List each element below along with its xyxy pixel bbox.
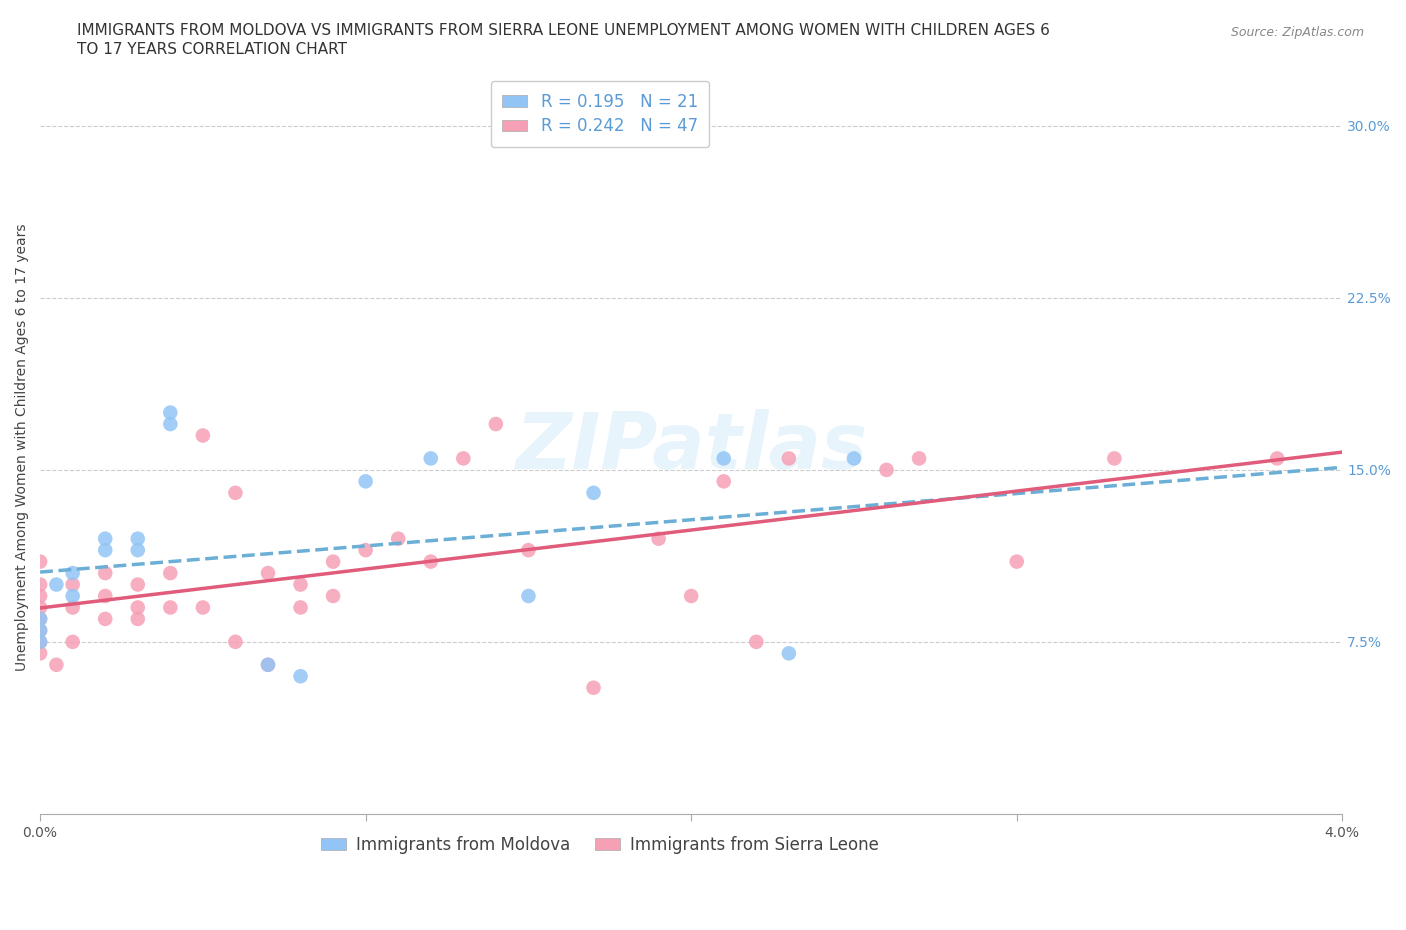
Point xyxy=(1265,451,1288,466)
Point xyxy=(127,578,149,592)
Point xyxy=(290,600,312,615)
Point xyxy=(1005,554,1028,569)
Point xyxy=(713,451,735,466)
Point xyxy=(517,589,540,604)
Point xyxy=(30,645,52,660)
Point xyxy=(30,634,52,649)
Point xyxy=(30,589,52,604)
Point xyxy=(485,417,508,432)
Point xyxy=(45,578,67,592)
Point xyxy=(778,451,800,466)
Point xyxy=(94,612,117,627)
Point xyxy=(224,634,246,649)
Point xyxy=(290,669,312,684)
Point xyxy=(159,405,181,420)
Point xyxy=(191,600,214,615)
Point xyxy=(354,543,377,558)
Point xyxy=(908,451,931,466)
Text: ZIPatlas: ZIPatlas xyxy=(515,409,868,485)
Point xyxy=(62,565,84,580)
Point xyxy=(30,623,52,638)
Point xyxy=(419,451,441,466)
Point xyxy=(94,565,117,580)
Point xyxy=(30,612,52,627)
Text: TO 17 YEARS CORRELATION CHART: TO 17 YEARS CORRELATION CHART xyxy=(77,42,347,57)
Point xyxy=(1104,451,1126,466)
Point xyxy=(257,658,280,672)
Point xyxy=(94,531,117,546)
Point xyxy=(94,589,117,604)
Point xyxy=(62,589,84,604)
Point xyxy=(387,531,409,546)
Point xyxy=(127,543,149,558)
Point xyxy=(30,634,52,649)
Point xyxy=(290,578,312,592)
Point xyxy=(257,565,280,580)
Point xyxy=(159,600,181,615)
Point xyxy=(322,589,344,604)
Point xyxy=(159,565,181,580)
Point xyxy=(62,578,84,592)
Point xyxy=(62,600,84,615)
Point xyxy=(419,554,441,569)
Point xyxy=(62,634,84,649)
Point xyxy=(647,531,669,546)
Point xyxy=(778,645,800,660)
Point xyxy=(876,462,898,477)
Point xyxy=(224,485,246,500)
Point xyxy=(842,451,865,466)
Point xyxy=(582,485,605,500)
Legend: Immigrants from Moldova, Immigrants from Sierra Leone: Immigrants from Moldova, Immigrants from… xyxy=(315,830,886,860)
Point xyxy=(354,474,377,489)
Point xyxy=(191,428,214,443)
Point xyxy=(453,451,475,466)
Text: IMMIGRANTS FROM MOLDOVA VS IMMIGRANTS FROM SIERRA LEONE UNEMPLOYMENT AMONG WOMEN: IMMIGRANTS FROM MOLDOVA VS IMMIGRANTS FR… xyxy=(77,23,1050,38)
Point xyxy=(322,554,344,569)
Point xyxy=(127,531,149,546)
Point xyxy=(257,658,280,672)
Point xyxy=(582,680,605,695)
Y-axis label: Unemployment Among Women with Children Ages 6 to 17 years: Unemployment Among Women with Children A… xyxy=(15,223,30,671)
Point xyxy=(517,543,540,558)
Point xyxy=(681,589,703,604)
Point xyxy=(159,417,181,432)
Point xyxy=(745,634,768,649)
Point xyxy=(30,600,52,615)
Point xyxy=(713,474,735,489)
Point xyxy=(127,612,149,627)
Point xyxy=(30,554,52,569)
Point xyxy=(30,623,52,638)
Point xyxy=(127,600,149,615)
Point xyxy=(30,612,52,627)
Point xyxy=(30,578,52,592)
Point xyxy=(45,658,67,672)
Text: Source: ZipAtlas.com: Source: ZipAtlas.com xyxy=(1230,26,1364,39)
Point xyxy=(94,543,117,558)
